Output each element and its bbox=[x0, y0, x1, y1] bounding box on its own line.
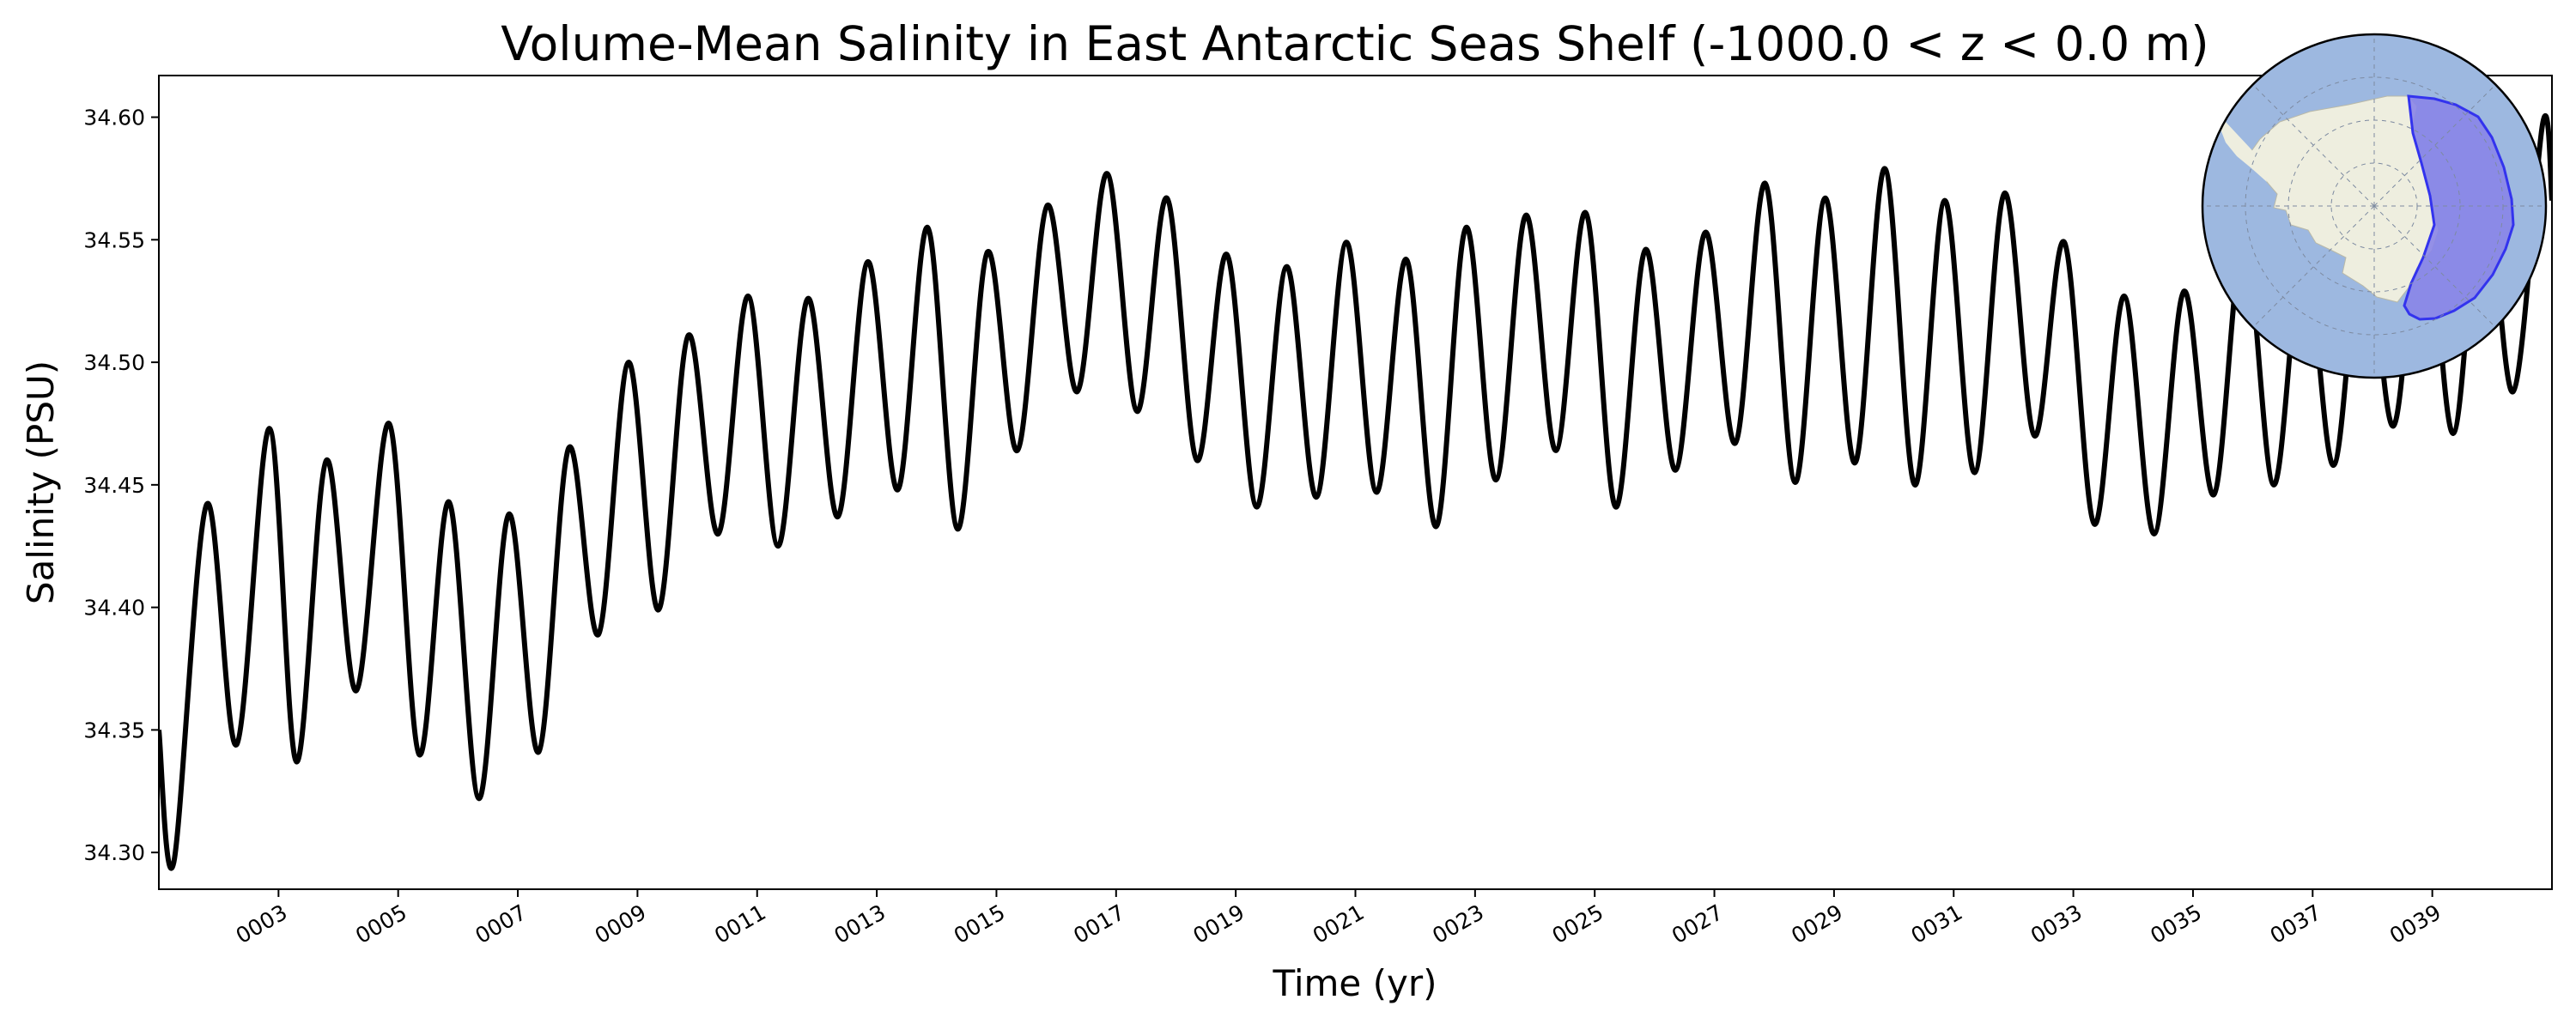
x-tick-label: 0015 bbox=[950, 900, 1010, 948]
plot-frame bbox=[158, 75, 2553, 890]
y-tick-label: 34.60 bbox=[83, 106, 145, 130]
x-tick-label: 0033 bbox=[2026, 900, 2087, 948]
x-tick-label: 0021 bbox=[1309, 900, 1369, 948]
x-tick-label: 0035 bbox=[2146, 900, 2206, 948]
y-tick-label: 34.30 bbox=[83, 840, 145, 865]
x-axis-label: Time (yr) bbox=[1272, 962, 1437, 1004]
salinity-series-line bbox=[159, 112, 2552, 871]
x-tick-label: 0003 bbox=[232, 900, 292, 948]
x-tick-label: 0023 bbox=[1428, 900, 1488, 948]
x-axis-ticks: 0003 0005 0007 0009 0011 0013 0015 0017 0019 0021… bbox=[232, 889, 2445, 948]
inset-graticule bbox=[2202, 34, 2546, 378]
x-tick-label: 0025 bbox=[1548, 900, 1608, 948]
y-tick-label: 34.50 bbox=[83, 350, 145, 375]
y-tick-label: 34.40 bbox=[83, 596, 145, 621]
x-tick-label: 0039 bbox=[2385, 900, 2445, 948]
y-axis-ticks: 34.30 34.35 34.40 34.45 34.50 34.55 34.60 bbox=[83, 106, 159, 865]
graticule-meridian bbox=[2373, 205, 2496, 328]
x-tick-label: 0007 bbox=[471, 900, 531, 948]
y-tick-label: 34.55 bbox=[83, 227, 145, 252]
x-tick-label: 0019 bbox=[1189, 900, 1249, 948]
x-tick-label: 0013 bbox=[829, 900, 890, 948]
antarctica-inset-map bbox=[2201, 33, 2548, 379]
graticule-meridian bbox=[2252, 205, 2375, 328]
x-tick-label: 0005 bbox=[351, 900, 411, 948]
x-tick-label: 0037 bbox=[2266, 900, 2326, 948]
antarctica-landmass bbox=[2251, 95, 2439, 303]
graticule-meridian bbox=[2373, 84, 2496, 207]
y-tick-label: 34.45 bbox=[83, 473, 145, 498]
graticule-meridian bbox=[2252, 84, 2375, 207]
x-tick-label: 0029 bbox=[1787, 900, 1847, 948]
antarctic-peninsula bbox=[2220, 122, 2267, 182]
x-tick-label: 0031 bbox=[1907, 900, 1967, 948]
x-tick-label: 0027 bbox=[1668, 900, 1728, 948]
x-tick-label: 0011 bbox=[710, 900, 770, 948]
inset-map-border bbox=[2201, 33, 2548, 379]
chart-title: Volume-Mean Salinity in East Antarctic S… bbox=[501, 16, 2208, 71]
x-tick-label: 0017 bbox=[1069, 900, 1129, 948]
y-tick-label: 34.35 bbox=[83, 718, 145, 742]
y-axis-label: Salinity (PSU) bbox=[20, 360, 62, 604]
x-tick-label: 0009 bbox=[591, 900, 651, 948]
